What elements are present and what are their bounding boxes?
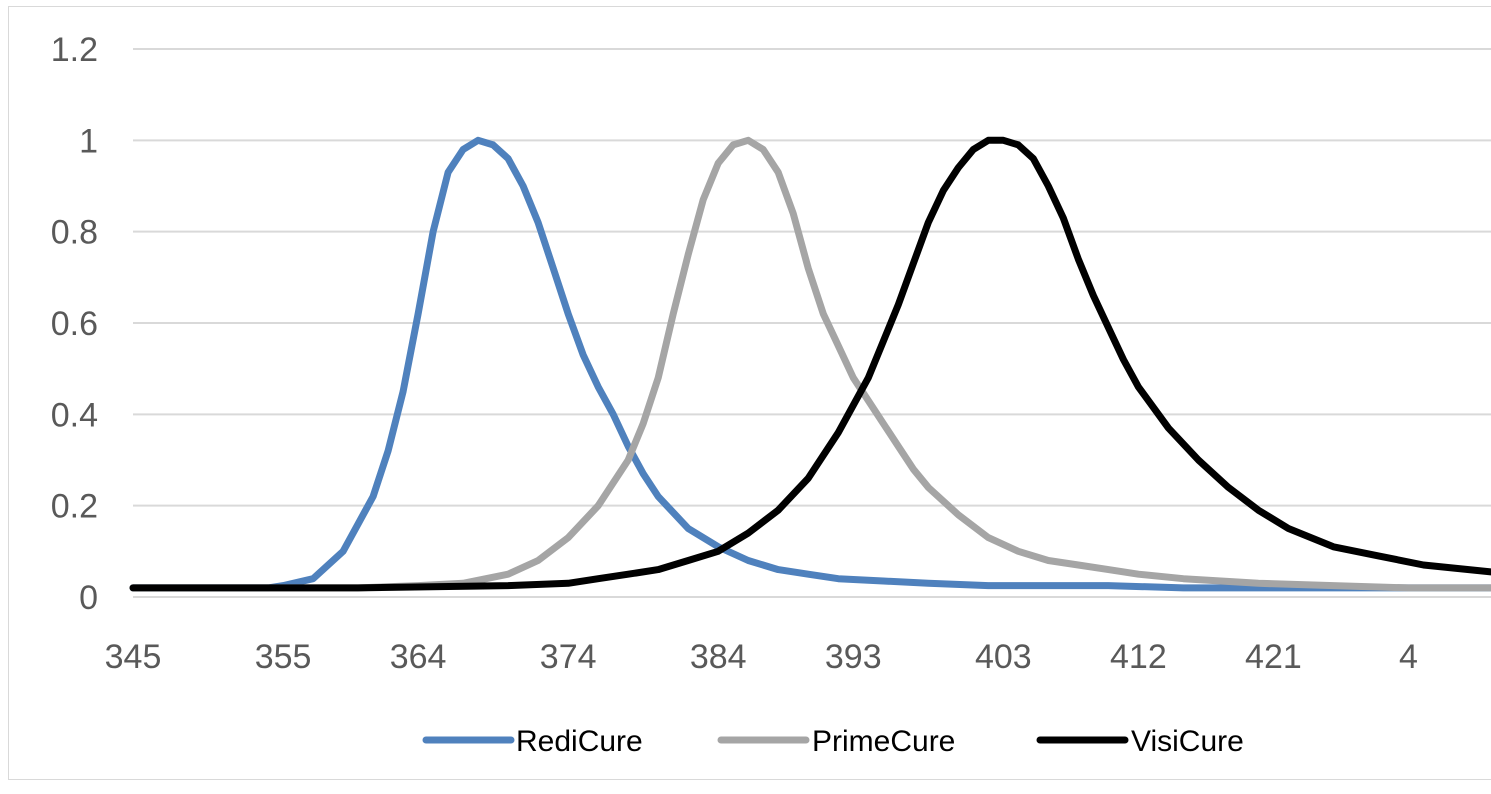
x-tick-label: 355: [255, 638, 312, 676]
chart-frame: [8, 6, 1491, 780]
x-tick-label: 364: [390, 638, 447, 676]
y-tick-label: 1.2: [51, 31, 98, 69]
y-tick-label: 0.6: [51, 305, 98, 343]
x-tick-label: 412: [1110, 638, 1167, 676]
x-tick-label: 403: [975, 638, 1032, 676]
x-tick-label: 374: [540, 638, 597, 676]
x-tick-label: 393: [825, 638, 882, 676]
y-axis-tick-labels: 0 0.2 0.4 0.6 0.8 1 1.2: [51, 31, 98, 617]
x-axis-tick-labels: 345 355 364 374 384 393 403 412 421 4: [105, 638, 1418, 676]
x-tick-label: 345: [105, 638, 162, 676]
gridlines: [133, 48, 1491, 598]
series-lines: [129, 136, 1491, 592]
y-tick-label: 1: [79, 122, 98, 160]
y-tick-label: 0.8: [51, 214, 98, 252]
legend-label-visicure: VisiCure: [1131, 725, 1244, 758]
x-tick-label: 421: [1245, 638, 1302, 676]
y-tick-label: 0.4: [51, 396, 98, 434]
series-line-redicure: [129, 136, 1491, 592]
legend: RediCure PrimeCure VisiCure: [422, 725, 1244, 758]
series-line-visicure: [129, 136, 1491, 592]
legend-label-redicure: RediCure: [516, 725, 643, 758]
x-tick-label: 384: [690, 638, 747, 676]
y-tick-label: 0: [79, 579, 98, 617]
x-tick-label: 4: [1399, 638, 1418, 676]
series-line-primecure: [129, 136, 1491, 592]
y-tick-label: 0.2: [51, 488, 98, 526]
legend-label-primecure: PrimeCure: [812, 725, 955, 758]
